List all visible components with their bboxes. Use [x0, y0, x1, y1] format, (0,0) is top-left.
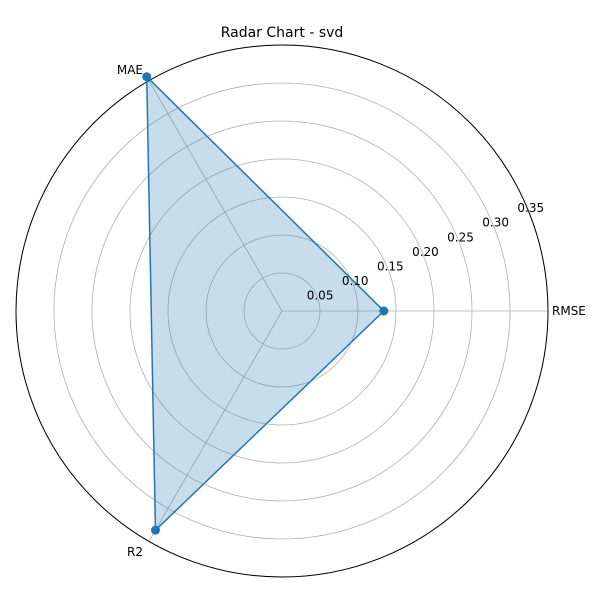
category-label-rmse: RMSE: [552, 304, 586, 318]
r-tick-label: 0.20: [412, 245, 439, 259]
series-fill: [146, 76, 384, 531]
chart-title: Radar Chart - svd: [221, 25, 344, 41]
label-layer: 0.05 0.10 0.15 0.20 0.25 0.30 0.35 RMSE MAE R2: [117, 63, 586, 559]
r-tick-label: 0.15: [377, 259, 404, 273]
r-tick-label: 0.05: [307, 288, 334, 302]
category-label-mae: MAE: [117, 63, 143, 77]
data-layer: [142, 72, 389, 535]
r-tick-label: 0.10: [342, 274, 369, 288]
grid-layer: [15, 44, 549, 578]
r-tick-label: 0.25: [447, 230, 474, 244]
data-point-mae: [142, 72, 152, 82]
polar-frame: [15, 44, 549, 578]
data-point-r2: [150, 525, 160, 535]
r-tick-label: 0.35: [517, 201, 544, 215]
series-line: [145, 75, 385, 531]
data-point-rmse: [379, 306, 389, 316]
grid-spoke-1: [148, 80, 283, 312]
r-tick-label: 0.30: [482, 216, 509, 230]
grid-spoke-2: [148, 310, 283, 542]
category-label-r2: R2: [127, 545, 143, 559]
